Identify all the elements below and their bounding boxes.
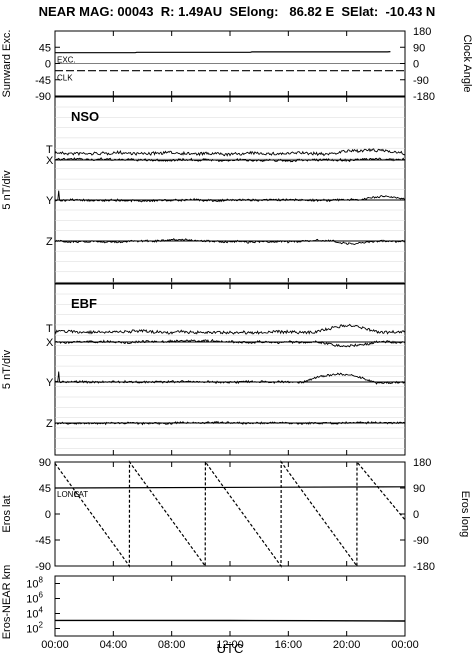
x-axis-label: UTC (217, 641, 244, 656)
y-tick-label: -90 (35, 91, 51, 103)
y-tick-label: 106 (26, 591, 43, 606)
trace-x (54, 157, 406, 163)
trace-y (54, 190, 406, 203)
annotation-long: LONG (57, 490, 80, 499)
panel-label-ebf: EBF (71, 296, 97, 311)
x-tick-label: 16:00 (275, 639, 303, 651)
panel-frame-nso (54, 96, 406, 284)
y-axis-label: Sunward Exc. (1, 30, 13, 98)
trace-label-z: Z (46, 236, 53, 248)
series-label-exc: EXC. (57, 56, 76, 65)
y-right-tick-label: -90 (413, 75, 429, 87)
panel-frame-er (54, 461, 406, 567)
x-tick-label: 04:00 (100, 639, 128, 651)
y-right-tick-label: 0 (413, 59, 419, 71)
series-line-long (54, 460, 406, 568)
y-tick-label: 108 (26, 576, 43, 591)
series-line-range (54, 619, 406, 622)
y-right-axis-label: Eros long (459, 491, 471, 537)
x-tick-label: 08:00 (158, 639, 186, 651)
y-tick-label: 0 (45, 509, 51, 521)
x-tick-label: 20:00 (333, 639, 361, 651)
y-right-tick-label: -180 (413, 91, 435, 103)
y-tick-label: 0 (45, 59, 51, 71)
y-right-tick-label: -180 (413, 561, 435, 573)
y-axis-label: Eros lat (1, 495, 13, 532)
trace-label-y: Y (46, 377, 54, 389)
y-right-tick-label: 0 (413, 509, 419, 521)
y-tick-label: -45 (35, 75, 51, 87)
trace-label-x: X (46, 155, 54, 167)
trace-x (54, 338, 406, 348)
y-right-axis-label: Clock Angle (461, 34, 473, 92)
y-right-tick-label: 180 (413, 457, 431, 469)
x-tick-label: 00:00 (391, 639, 419, 651)
series-line-lat (54, 486, 406, 489)
series-line-exc (55, 51, 391, 54)
panel-frame-km (54, 575, 406, 637)
y-tick-label: 45 (39, 42, 51, 54)
plot-title: NEAR MAG: 00043 R: 1.49AU SElong: 86.82 … (38, 4, 436, 19)
y-tick-label: -45 (35, 535, 51, 547)
panel-label-nso: NSO (71, 109, 99, 124)
trace-label-t: T (46, 323, 53, 335)
trace-t (54, 323, 406, 335)
trace-label-y: Y (46, 195, 54, 207)
trace-y (54, 371, 406, 385)
trace-label-t: T (46, 144, 53, 156)
y-tick-label: 104 (26, 606, 43, 621)
y-axis-label: 5 nT/div (1, 170, 13, 210)
trace-z (54, 237, 406, 245)
trace-label-z: Z (46, 418, 53, 430)
panel-frame-ebf (54, 283, 406, 456)
y-tick-label: 45 (39, 483, 51, 495)
y-axis-label: Eros-NEAR km (1, 565, 13, 640)
annotation-lat: LAT (74, 490, 88, 499)
y-right-tick-label: 180 (413, 26, 431, 38)
x-tick-label: 00:00 (41, 639, 69, 651)
trace-t (54, 148, 406, 157)
y-axis-label: 5 nT/div (1, 349, 13, 389)
series-label-clk: CLK (57, 74, 73, 83)
y-right-tick-label: 90 (413, 483, 425, 495)
x-tick-label: 12:00 (216, 639, 244, 651)
y-tick-label: -90 (35, 561, 51, 573)
y-right-tick-label: -90 (413, 535, 429, 547)
y-tick-label: 90 (39, 457, 51, 469)
y-right-tick-label: 90 (413, 42, 425, 54)
trace-label-x: X (46, 337, 54, 349)
y-tick-label: 102 (26, 621, 43, 636)
trace-z (54, 420, 406, 426)
